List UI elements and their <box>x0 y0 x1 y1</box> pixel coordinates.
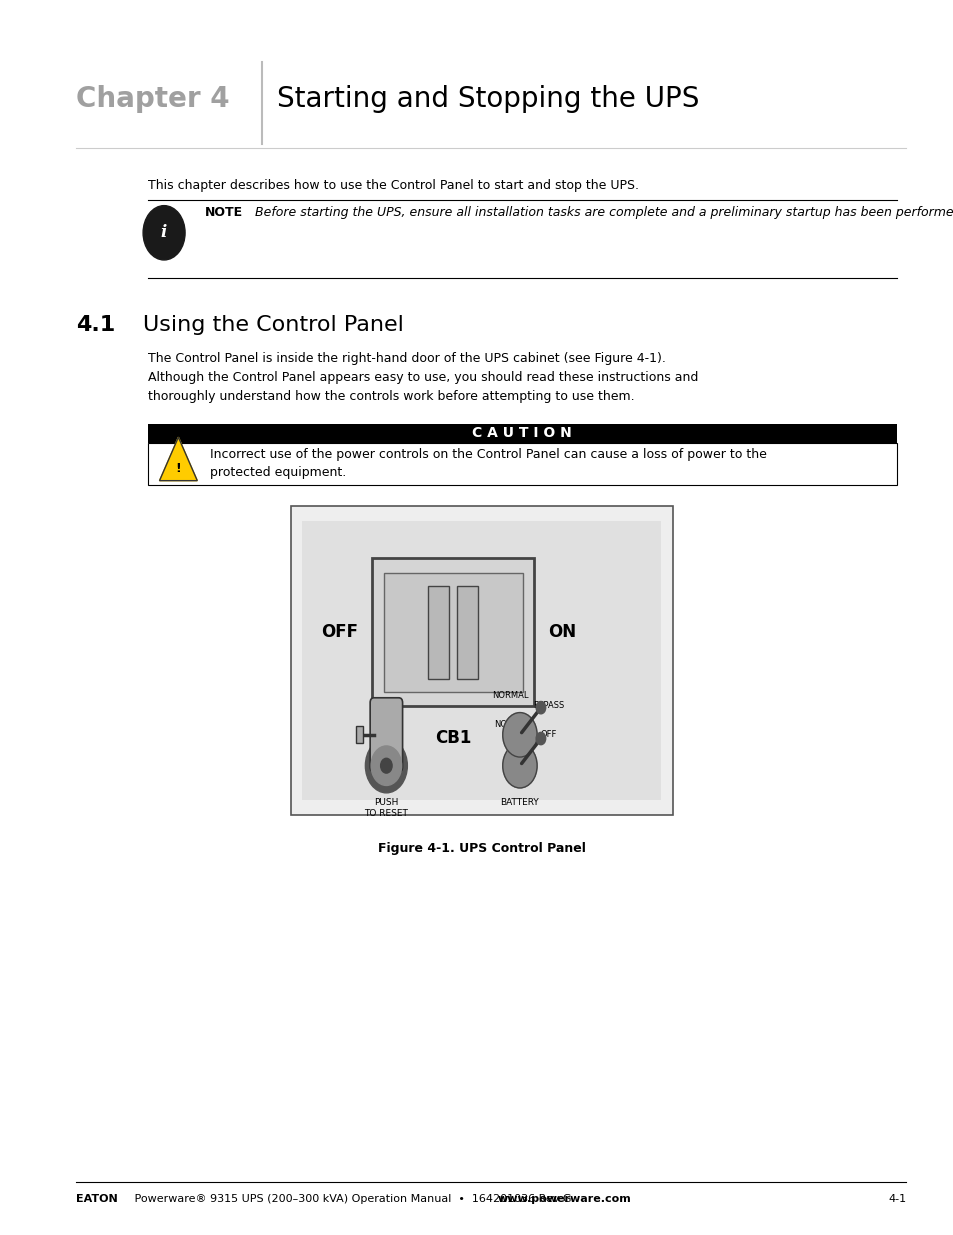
Text: Starting and Stopping the UPS: Starting and Stopping the UPS <box>276 85 699 112</box>
Circle shape <box>143 206 185 261</box>
Text: NORMAL: NORMAL <box>492 692 528 700</box>
Text: Before starting the UPS, ensure all installation tasks are complete and a prelim: Before starting the UPS, ensure all inst… <box>251 206 953 220</box>
Text: START: START <box>373 779 399 788</box>
Text: !: ! <box>175 462 181 474</box>
FancyBboxPatch shape <box>355 726 363 743</box>
Text: BYPASS: BYPASS <box>533 701 563 710</box>
Text: PUSH: PUSH <box>374 798 398 806</box>
Text: Incorrect use of the power controls on the Control Panel can cause a loss of pow: Incorrect use of the power controls on t… <box>210 448 766 479</box>
FancyBboxPatch shape <box>428 587 449 679</box>
Circle shape <box>365 739 407 793</box>
Text: OFF: OFF <box>539 730 557 739</box>
Text: The Control Panel is inside the right-hand door of the UPS cabinet (see Figure 4: The Control Panel is inside the right-ha… <box>148 352 698 403</box>
Text: NORMAL: NORMAL <box>494 720 530 729</box>
Text: 4.1: 4.1 <box>76 315 115 335</box>
Text: i: i <box>161 225 167 241</box>
Text: Chapter 4: Chapter 4 <box>76 85 230 112</box>
Text: NOTE: NOTE <box>205 206 243 220</box>
Text: This chapter describes how to use the Control Panel to start and stop the UPS.: This chapter describes how to use the Co… <box>148 179 639 193</box>
FancyBboxPatch shape <box>291 506 672 815</box>
FancyBboxPatch shape <box>148 443 896 485</box>
Text: CB1: CB1 <box>435 729 471 747</box>
Text: www.powerware.com: www.powerware.com <box>497 1194 631 1204</box>
FancyBboxPatch shape <box>370 698 402 772</box>
Text: C A U T I O N: C A U T I O N <box>472 426 572 441</box>
Text: OFF: OFF <box>320 624 357 641</box>
Circle shape <box>536 701 545 714</box>
Text: ON: ON <box>548 624 576 641</box>
FancyBboxPatch shape <box>148 424 896 443</box>
FancyBboxPatch shape <box>372 558 534 706</box>
FancyBboxPatch shape <box>456 587 477 679</box>
Circle shape <box>380 758 392 773</box>
Circle shape <box>536 732 545 745</box>
Text: MODE: MODE <box>506 767 533 776</box>
Text: Using the Control Panel: Using the Control Panel <box>143 315 403 335</box>
Polygon shape <box>159 437 197 480</box>
Text: BATTERY: BATTERY <box>500 798 538 806</box>
Circle shape <box>502 743 537 788</box>
FancyBboxPatch shape <box>302 521 660 800</box>
Text: EATON: EATON <box>76 1194 118 1204</box>
Text: 4-1: 4-1 <box>887 1194 905 1204</box>
Text: Powerware® 9315 UPS (200–300 kVA) Operation Manual  •  164201036 Rev G: Powerware® 9315 UPS (200–300 kVA) Operat… <box>131 1194 578 1204</box>
FancyBboxPatch shape <box>383 573 522 692</box>
Circle shape <box>371 746 401 785</box>
Text: Figure 4-1. UPS Control Panel: Figure 4-1. UPS Control Panel <box>377 842 585 856</box>
Text: TO RESET: TO RESET <box>364 809 408 818</box>
Circle shape <box>502 713 537 757</box>
